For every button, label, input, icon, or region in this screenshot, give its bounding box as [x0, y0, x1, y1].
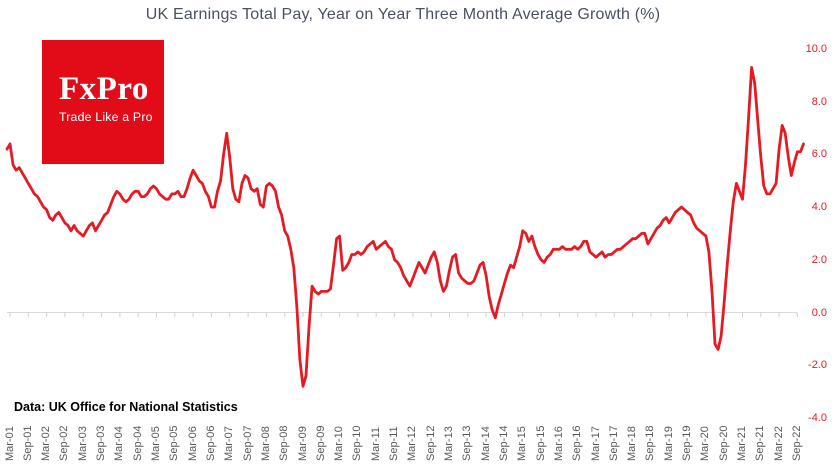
x-axis-label: Sep-17 [607, 425, 620, 461]
x-axis-label: Mar-15 [516, 426, 529, 461]
x-axis-label: Mar-22 [772, 426, 785, 461]
y-axis-label: -4.0 [808, 411, 827, 424]
axis-ticks [9, 312, 798, 317]
x-axis-label: Sep-22 [790, 425, 803, 461]
y-axis-label: 8.0 [811, 95, 827, 108]
x-axis-label: Sep-02 [58, 425, 71, 461]
x-axis-label: Sep-15 [534, 425, 547, 461]
x-axis-label: Sep-07 [241, 425, 254, 461]
y-axis-label: 0.0 [811, 306, 827, 319]
x-axis-label: Mar-10 [333, 426, 346, 461]
x-axis-label: Mar-04 [113, 426, 126, 461]
fxpro-tagline: Trade Like a Pro [59, 110, 153, 124]
x-axis-label: Sep-14 [497, 425, 510, 461]
x-axis-label: Mar-11 [369, 426, 382, 461]
x-axis-label: Mar-21 [736, 426, 748, 461]
x-axis-label: Mar-12 [406, 426, 419, 461]
fxpro-logo: FxPro Trade Like a Pro [42, 40, 164, 164]
x-axis-label: Mar-02 [40, 426, 53, 461]
x-axis-label: Sep-01 [21, 425, 34, 461]
x-axis-label: Sep-18 [644, 425, 657, 461]
x-axis-label: Sep-06 [204, 425, 217, 461]
x-axis-label: Mar-06 [186, 426, 199, 461]
source-note: Data: UK Office for National Statistics [14, 400, 238, 414]
y-axis-labels: 10.0 8.0 6.0 4.0 2.0 0.0 -2.0 -4.0 [787, 0, 827, 470]
x-axis-label: Mar-07 [223, 426, 236, 461]
x-axis-label: Mar-09 [296, 426, 309, 461]
x-axis-label: Sep-08 [278, 425, 291, 461]
y-axis-label: 4.0 [811, 201, 827, 214]
earnings-growth-line [5, 66, 805, 388]
x-axis-label: Sep-16 [571, 425, 584, 461]
x-axis-label: Sep-03 [95, 425, 108, 461]
fxpro-wordmark: FxPro [59, 71, 149, 107]
x-axis-label: Mar-01 [3, 426, 16, 461]
y-axis-label: -2.0 [808, 359, 827, 372]
x-axis-label: Mar-08 [259, 426, 272, 461]
x-axis-label: Sep-04 [131, 425, 144, 461]
x-axis-label: Mar-03 [76, 426, 89, 461]
x-axis-label: Sep-12 [424, 425, 437, 461]
x-axis-label: Sep-09 [314, 425, 327, 461]
x-axis-label: Sep-05 [168, 425, 181, 461]
x-axis-label: Mar-18 [626, 426, 639, 461]
y-axis-label: 6.0 [811, 148, 827, 161]
x-axis-label: Mar-05 [150, 426, 162, 461]
x-axis-label: Sep-11 [388, 426, 401, 461]
x-axis-label: Mar-16 [552, 426, 565, 461]
x-axis-label: Sep-21 [754, 425, 767, 461]
y-axis-label: 2.0 [811, 253, 827, 266]
x-axis-label: Mar-17 [589, 426, 602, 461]
x-axis-label: Mar-19 [662, 426, 675, 461]
y-axis-label: 10.0 [805, 43, 827, 55]
x-axis-label: Sep-13 [461, 425, 474, 461]
x-axis-label: Sep-19 [681, 425, 693, 461]
x-axis-label: Mar-14 [479, 426, 492, 461]
x-axis-label: Sep-10 [351, 425, 364, 461]
x-axis-label: Mar-13 [443, 426, 455, 461]
x-axis-label: Mar-20 [699, 426, 712, 461]
x-axis-label: Sep-20 [717, 425, 730, 461]
chart-title: UK Earnings Total Pay, Year on Year Thre… [145, 6, 661, 23]
